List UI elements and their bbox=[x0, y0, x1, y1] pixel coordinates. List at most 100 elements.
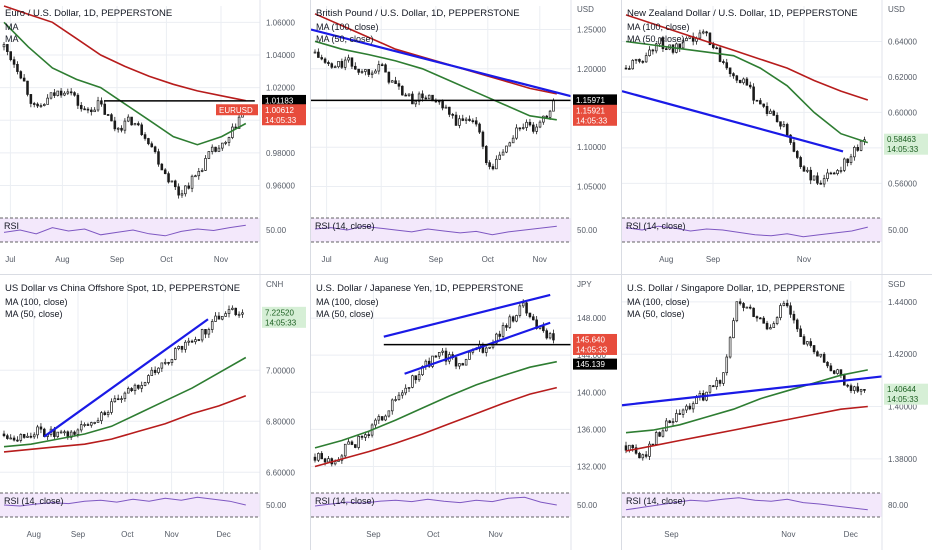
candle-down bbox=[401, 85, 404, 96]
candle-down bbox=[799, 157, 802, 168]
candle-down bbox=[789, 134, 792, 143]
candle-up bbox=[360, 71, 364, 73]
price-badge bbox=[884, 133, 928, 145]
candle-up bbox=[210, 146, 214, 152]
candle-down bbox=[106, 114, 110, 116]
candle-up bbox=[147, 375, 150, 383]
candle-down bbox=[759, 100, 762, 105]
currency-label: JPY bbox=[577, 280, 592, 289]
candle-down bbox=[846, 384, 849, 387]
rsi-line bbox=[314, 496, 557, 507]
candle-down bbox=[708, 32, 712, 46]
candle-down bbox=[83, 108, 86, 111]
candle-up bbox=[822, 178, 826, 185]
candle-up bbox=[641, 454, 645, 459]
candle-down bbox=[481, 131, 485, 147]
candle-down bbox=[718, 380, 722, 384]
candles bbox=[2, 42, 244, 199]
chart-panel[interactable]: RSI (14, close)USD1.050001.100001.150001… bbox=[311, 0, 621, 275]
indicator-legend: MA (100, close) bbox=[627, 297, 690, 307]
candle-down bbox=[712, 44, 715, 49]
candle-up bbox=[357, 435, 360, 448]
candle-up bbox=[241, 312, 244, 315]
candle-up bbox=[644, 55, 648, 63]
candle-up bbox=[93, 422, 96, 424]
candle-up bbox=[384, 415, 387, 421]
y-tick-label: 6.60000 bbox=[266, 468, 295, 477]
candle-up bbox=[732, 320, 735, 339]
candle-up bbox=[200, 329, 204, 341]
candle-up bbox=[377, 64, 381, 72]
candle-down bbox=[421, 93, 424, 99]
candle-up bbox=[401, 392, 404, 396]
candle-down bbox=[796, 319, 799, 330]
candle-down bbox=[350, 57, 354, 67]
indicator-legend: MA (50, close) bbox=[627, 309, 685, 319]
candle-up bbox=[681, 40, 685, 49]
candle-up bbox=[488, 346, 491, 349]
candle-up bbox=[407, 93, 411, 97]
chart-panel[interactable]: RSI (14, close) JPY 132.000 136.000 140.000 1… bbox=[311, 275, 621, 550]
candle-down bbox=[532, 316, 535, 321]
candle-down bbox=[39, 426, 43, 430]
candle-down bbox=[671, 44, 675, 53]
candle-up bbox=[46, 97, 49, 105]
y-tick-label: 1.02000 bbox=[266, 84, 295, 93]
candle-down bbox=[380, 64, 384, 67]
candle-down bbox=[765, 322, 769, 330]
candle-up bbox=[194, 175, 197, 178]
rsi-tick-label: 50.00 bbox=[266, 501, 287, 510]
candle-down bbox=[748, 84, 752, 88]
chart-panel[interactable]: RSI (14, close)USD0.560000.580000.600000… bbox=[622, 0, 932, 275]
candle-down bbox=[631, 444, 634, 449]
candle-up bbox=[648, 443, 651, 457]
price-badge-text: 14:05:33 bbox=[887, 145, 919, 154]
candle-down bbox=[76, 94, 80, 106]
candle-up bbox=[184, 185, 187, 195]
candle-up bbox=[508, 316, 512, 328]
trend-line bbox=[622, 375, 883, 407]
chart-panel[interactable]: RSI0.960000.980001.000001.020001.040001.… bbox=[0, 0, 310, 275]
candle-down bbox=[812, 345, 816, 353]
candle-down bbox=[755, 99, 759, 102]
candle-up bbox=[725, 356, 729, 374]
chart-panel[interactable]: RSI (14, close) CNH 6.60000 6.80000 7.00000 5… bbox=[0, 275, 310, 550]
candle-down bbox=[330, 63, 334, 68]
price-badge bbox=[262, 104, 306, 116]
candle-up bbox=[170, 180, 174, 183]
candle-up bbox=[116, 127, 120, 130]
candle-up bbox=[501, 151, 505, 156]
candle-down bbox=[624, 67, 628, 70]
candle-down bbox=[678, 43, 682, 49]
candle-up bbox=[495, 333, 498, 344]
candle-up bbox=[374, 70, 377, 74]
price-badge-text: 145.640 bbox=[576, 335, 605, 344]
candle-down bbox=[116, 398, 120, 401]
price-badge-text: 14:05:33 bbox=[887, 395, 919, 404]
price-badge bbox=[262, 94, 306, 106]
candle-down bbox=[832, 172, 836, 175]
candle-up bbox=[518, 305, 522, 316]
chart-panel[interactable]: RSI (14, close) SGD 1.38000 1.40000 1.42000 1… bbox=[622, 275, 932, 550]
candle-up bbox=[237, 116, 241, 129]
candle-up bbox=[333, 66, 337, 69]
candle-down bbox=[829, 365, 833, 372]
candle-down bbox=[137, 123, 140, 126]
candle-up bbox=[59, 431, 63, 434]
y-tick-label: 0.56000 bbox=[888, 179, 917, 188]
candle-down bbox=[444, 350, 448, 362]
x-tick-label: Aug bbox=[659, 255, 673, 264]
candle-down bbox=[454, 357, 458, 367]
x-tick-label: Sep bbox=[366, 530, 381, 539]
candle-down bbox=[528, 121, 532, 126]
candle-up bbox=[143, 382, 147, 386]
candle-down bbox=[177, 186, 180, 196]
ma100-line bbox=[3, 394, 247, 453]
ma100-line bbox=[3, 5, 246, 102]
candle-down bbox=[712, 385, 715, 388]
candle-up bbox=[654, 432, 658, 445]
currency-label: SGD bbox=[888, 280, 906, 289]
y-tick-label: 1.10000 bbox=[577, 143, 606, 152]
x-tick-label: Aug bbox=[27, 530, 41, 539]
